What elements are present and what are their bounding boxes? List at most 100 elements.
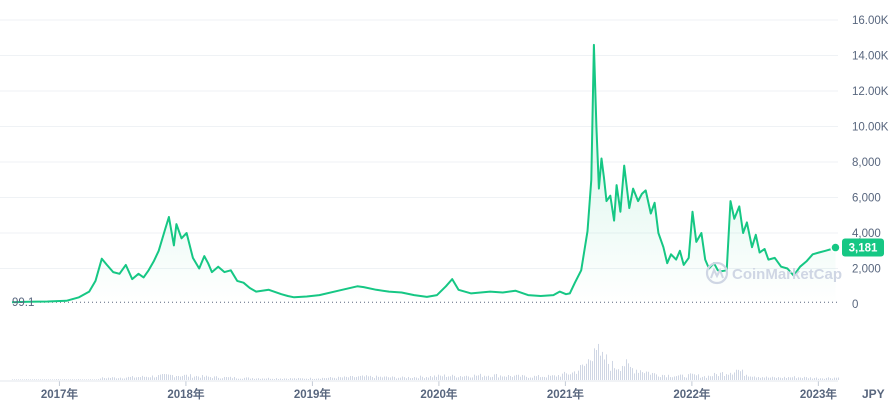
volume-bar — [732, 374, 733, 380]
volume-bar — [524, 375, 525, 380]
volume-bar — [168, 374, 169, 380]
volume-bar — [758, 376, 759, 380]
volume-bar — [368, 376, 369, 380]
volume-bar — [476, 375, 477, 380]
volume-bar — [206, 375, 207, 380]
volume-bar — [88, 379, 89, 380]
volume-bar — [326, 378, 327, 380]
volume-bar — [710, 376, 711, 380]
volume-bar — [578, 370, 579, 380]
volume-bar — [268, 377, 269, 380]
volume-bar — [554, 375, 555, 380]
volume-bar — [440, 375, 441, 380]
volume-bar — [118, 378, 119, 380]
volume-bar — [112, 377, 113, 380]
volume-bar — [728, 374, 729, 380]
volume-bar — [244, 377, 245, 380]
volume-bar — [768, 377, 769, 380]
volume-bar — [52, 379, 53, 380]
volume-bar — [584, 365, 585, 380]
volume-bar — [604, 359, 605, 380]
volume-bar — [482, 377, 483, 380]
volume-bar — [490, 377, 491, 380]
volume-bar — [822, 378, 823, 380]
volume-bar — [312, 378, 313, 380]
volume-bar — [782, 378, 783, 380]
volume-bar — [502, 376, 503, 380]
volume-bar — [60, 379, 61, 380]
x-tick-label: 2023年 — [800, 387, 838, 401]
volume-bar — [296, 378, 297, 380]
volume-bar — [510, 375, 511, 380]
x-tick-label: 2018年 — [167, 387, 205, 401]
volume-bar — [48, 379, 49, 380]
volume-bar — [148, 377, 149, 380]
volume-bar — [776, 377, 777, 380]
volume-bar — [246, 377, 247, 380]
volume-bar — [96, 379, 97, 380]
y-tick-label: 6,000 — [852, 193, 881, 205]
volume-bar — [630, 366, 631, 380]
volume-bar — [520, 376, 521, 380]
volume-bar — [266, 378, 267, 380]
y-tick-label: 8,000 — [852, 157, 881, 169]
volume-bar — [714, 372, 715, 380]
volume-bar — [688, 374, 689, 380]
volume-bar — [90, 379, 91, 380]
volume-bar — [42, 379, 43, 380]
volume-bar — [704, 376, 705, 380]
volume-bar — [814, 377, 815, 380]
volume-bar — [44, 379, 45, 380]
volume-bar — [778, 377, 779, 380]
volume-bar — [642, 372, 643, 380]
volume-bar — [402, 376, 403, 380]
volume-bar — [322, 377, 323, 380]
volume-bar — [74, 379, 75, 380]
volume-bar — [374, 378, 375, 380]
volume-bar — [516, 374, 517, 380]
volume-bar — [804, 376, 805, 380]
volume-bar — [356, 376, 357, 380]
x-tick-label: 2021年 — [547, 387, 585, 401]
x-tick-label: 2020年 — [420, 387, 458, 401]
volume-bar — [166, 374, 167, 380]
volume-bar — [530, 377, 531, 380]
volume-bar — [442, 376, 443, 380]
volume-bar — [700, 377, 701, 380]
y-tick-label: 14.00K — [852, 51, 889, 63]
volume-bar — [328, 377, 329, 380]
volume-bar — [592, 361, 593, 380]
volume-bar — [794, 376, 795, 380]
volume-bar — [544, 376, 545, 380]
volume-bar — [252, 378, 253, 380]
volume-bars — [12, 343, 839, 380]
volume-bar — [352, 376, 353, 380]
volume-bar — [384, 376, 385, 380]
volume-bar — [726, 374, 727, 380]
volume-bar — [158, 375, 159, 380]
volume-bar — [382, 377, 383, 380]
volume-bar — [200, 377, 201, 380]
volume-bar — [662, 374, 663, 380]
volume-bar — [204, 376, 205, 380]
volume-bar — [750, 376, 751, 380]
volume-bar — [646, 371, 647, 380]
volume-bar — [154, 377, 155, 380]
volume-bar — [570, 374, 571, 380]
volume-bar — [620, 371, 621, 380]
volume-bar — [54, 379, 55, 380]
volume-bar — [180, 376, 181, 380]
volume-bar — [686, 377, 687, 380]
volume-bar — [18, 379, 19, 380]
volume-bar — [92, 379, 93, 380]
volume-bar — [480, 373, 481, 380]
volume-bar — [108, 377, 109, 380]
volume-bar — [16, 379, 17, 380]
volume-bar — [796, 378, 797, 380]
volume-bar — [424, 378, 425, 380]
volume-bar — [30, 379, 31, 380]
volume-bar — [526, 376, 527, 380]
volume-bar — [208, 376, 209, 380]
volume-bar — [460, 376, 461, 380]
